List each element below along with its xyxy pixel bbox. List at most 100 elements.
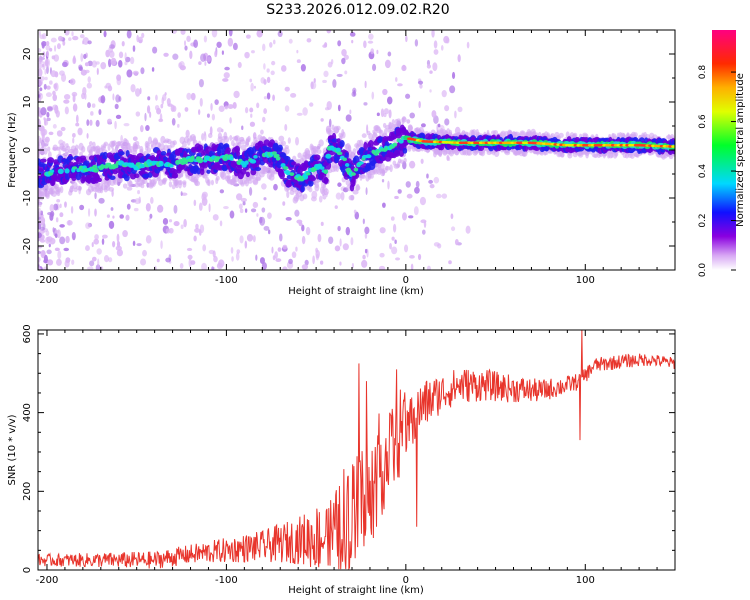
spectrogram-core (241, 163, 247, 168)
spectrogram-speckle (275, 258, 282, 263)
spectrogram-speckle (80, 53, 84, 62)
spectrogram-core (249, 159, 257, 164)
colorbar-tick-label: 0.6 (698, 114, 708, 129)
spectrogram-speckle (116, 249, 123, 257)
spectrogram-speckle (56, 198, 61, 203)
spectrogram-halo (60, 185, 64, 194)
spectrogram-speckle (132, 240, 136, 247)
snr-y-axis-label: SNR (10 * v/v) (7, 414, 18, 485)
spectrogram-halo (177, 179, 183, 186)
spectrogram-speckle (409, 112, 415, 119)
spectrogram-halo (260, 129, 264, 135)
spectrogram-speckle (405, 93, 411, 99)
spectrogram-halo (194, 180, 201, 187)
spectrogram-speckle (102, 234, 108, 239)
spectrogram-halo (162, 177, 168, 182)
spectrogram-speckle (108, 58, 112, 68)
spectrogram-halo (151, 178, 158, 185)
spectrogram-core (190, 155, 195, 161)
spectrogram-speckle (52, 124, 57, 129)
spectrogram-speckle (351, 39, 354, 44)
y-tick-label: 10 (22, 96, 33, 109)
spectrogram-speckle (388, 109, 392, 119)
spectrogram-speckle (180, 224, 184, 230)
spectrogram-speckle (187, 254, 193, 260)
spectrogram-speckle (64, 106, 69, 115)
spectrogram-speckle (335, 192, 342, 200)
spectrogram-speckle (95, 119, 100, 127)
spectrogram-body (313, 154, 321, 161)
spectrogram-speckle (363, 40, 367, 49)
spectrogram-speckle (391, 246, 398, 255)
spectrogram-speckle (43, 83, 47, 90)
spectrogram-speckle (82, 40, 85, 45)
spectrogram-speckle (454, 110, 457, 119)
spectrogram-speckle (334, 245, 341, 252)
spectrogram-speckle (326, 30, 331, 34)
spectrogram-speckle (103, 255, 110, 263)
spectrogram-speckle (115, 94, 121, 103)
y-tick-label: -10 (22, 190, 33, 206)
spectrogram-halo (336, 125, 341, 131)
spectrogram-speckle (186, 92, 192, 100)
spectrogram-speckle (46, 117, 51, 122)
spectrogram-speckle (46, 249, 52, 255)
spectrogram-halo (239, 139, 246, 145)
spectrogram-speckle (81, 92, 86, 100)
spectrogram-speckle (274, 251, 278, 259)
spectrogram-speckle (431, 30, 435, 38)
spectrogram-speckle (450, 226, 456, 232)
spectrogram-speckle (43, 117, 46, 121)
spectrogram-body (277, 144, 283, 152)
spectrogram-speckle (323, 70, 329, 78)
spectrogram-core (323, 169, 329, 174)
spectrogram-halo (71, 181, 78, 190)
spectrogram-speckle (172, 105, 177, 112)
spectrogram-speckle (89, 119, 93, 126)
spectrogram-speckle (213, 255, 218, 263)
spectrogram-speckle (376, 49, 379, 55)
spectrogram-speckle (362, 218, 365, 225)
spectrogram-speckle (444, 118, 450, 126)
spectrogram-speckle (322, 79, 327, 84)
spectrogram-speckle (370, 48, 375, 55)
spectrogram-speckle (173, 204, 178, 214)
spectrogram-y-axis-label: Frequency (Hz) (7, 112, 18, 188)
spectrogram-speckle (266, 92, 271, 100)
spectrogram-speckle (291, 251, 297, 259)
spectrogram-speckle (38, 118, 41, 127)
spectrogram-speckle (429, 183, 435, 189)
spectrogram-speckle (402, 64, 406, 70)
spectrogram-speckle (281, 65, 287, 72)
spectrogram-speckle (408, 215, 414, 219)
spectrogram-core (100, 163, 105, 170)
spectrogram-speckle (441, 90, 447, 98)
spectrogram-speckle (279, 233, 283, 242)
spectrogram-body (133, 173, 140, 179)
spectrogram-speckle (53, 83, 58, 90)
spectrogram-halo (251, 175, 255, 180)
spectrogram-speckle (189, 50, 193, 60)
spectrogram-speckle (198, 229, 202, 236)
spectrogram-speckle (223, 72, 230, 79)
spectrogram-speckle (72, 56, 77, 65)
spectrogram-speckle (95, 61, 100, 65)
spectrogram-core (57, 168, 64, 175)
colorbar-tick-label: 0.2 (698, 213, 708, 227)
spectrogram-core (305, 172, 311, 176)
spectrogram-speckle (198, 78, 204, 88)
spectrogram-speckle (184, 45, 188, 51)
spectrogram-speckle (372, 63, 377, 72)
spectrogram-halo (139, 145, 144, 154)
spectrogram-speckle (341, 57, 346, 65)
spectrogram-speckle (270, 70, 275, 76)
spectrogram-halo (280, 140, 286, 147)
spectrogram-speckle (449, 85, 456, 94)
spectrogram-speckle (210, 103, 213, 111)
y-tick-label: -20 (22, 238, 33, 254)
spectrogram-speckle (426, 64, 431, 69)
spectrogram-speckle (227, 104, 234, 109)
spectrogram-speckle (71, 259, 75, 265)
spectrogram-peak (671, 145, 675, 148)
spectrogram-speckle (368, 33, 374, 40)
